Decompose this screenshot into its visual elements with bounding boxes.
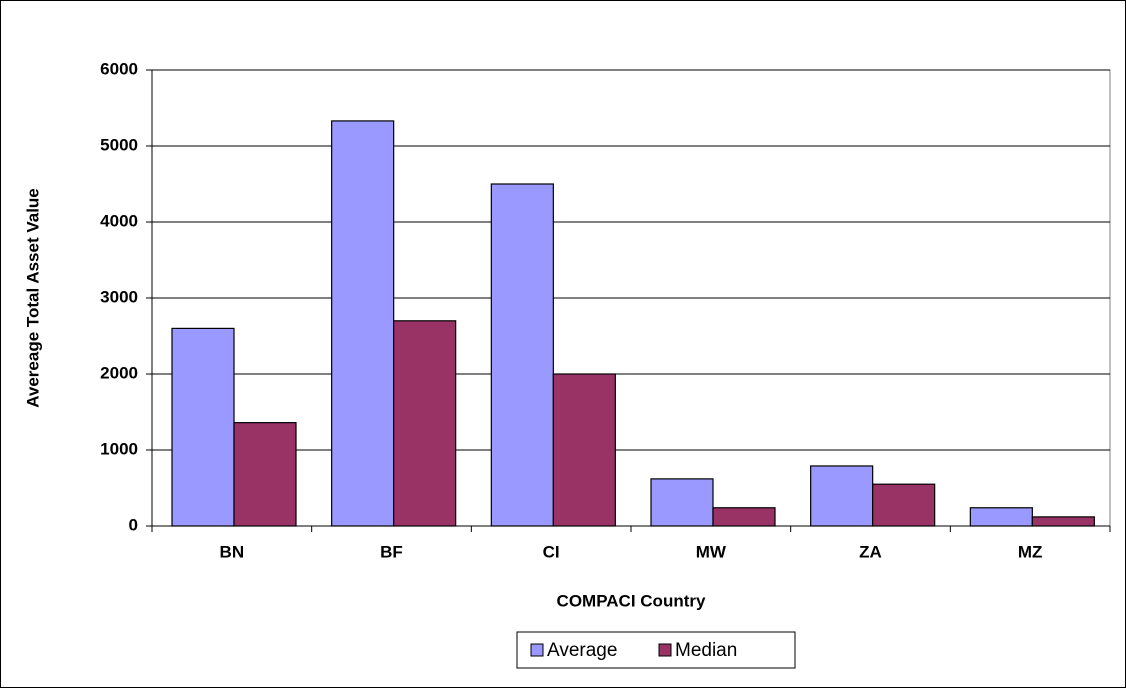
y-tick-label: 2000 bbox=[100, 363, 138, 382]
y-tick-label: 3000 bbox=[100, 287, 138, 306]
bar bbox=[969, 507, 1033, 527]
y-tick-label: 1000 bbox=[100, 439, 138, 458]
x-tick-label: BF bbox=[380, 542, 403, 561]
legend bbox=[516, 631, 796, 669]
y-tick-label: 6000 bbox=[100, 59, 138, 78]
x-tick-label: MW bbox=[696, 542, 727, 561]
y-tick-label: 4000 bbox=[100, 211, 138, 230]
bar bbox=[233, 422, 297, 527]
x-tick-label: ZA bbox=[859, 542, 882, 561]
x-tick-label: MZ bbox=[1018, 542, 1043, 561]
legend-label: Median bbox=[675, 640, 737, 661]
bar bbox=[331, 120, 395, 527]
bar bbox=[490, 183, 554, 527]
bar bbox=[552, 373, 616, 527]
legend-swatch bbox=[658, 643, 672, 657]
y-tick-label: 5000 bbox=[100, 135, 138, 154]
bar bbox=[872, 483, 936, 527]
bar bbox=[1031, 516, 1095, 527]
y-axis-label: Avereage Total Asset Value bbox=[23, 188, 42, 408]
bar bbox=[712, 507, 776, 527]
legend-label: Average bbox=[547, 640, 617, 661]
x-axis-label: COMPACI Country bbox=[557, 591, 706, 610]
x-tick-label: BN bbox=[220, 542, 245, 561]
y-tick-label: 0 bbox=[129, 515, 138, 534]
legend-swatch bbox=[530, 643, 544, 657]
bar bbox=[810, 465, 874, 527]
bar bbox=[393, 320, 457, 527]
bar bbox=[650, 478, 714, 527]
bar bbox=[171, 327, 235, 527]
x-tick-label: CI bbox=[543, 542, 560, 561]
